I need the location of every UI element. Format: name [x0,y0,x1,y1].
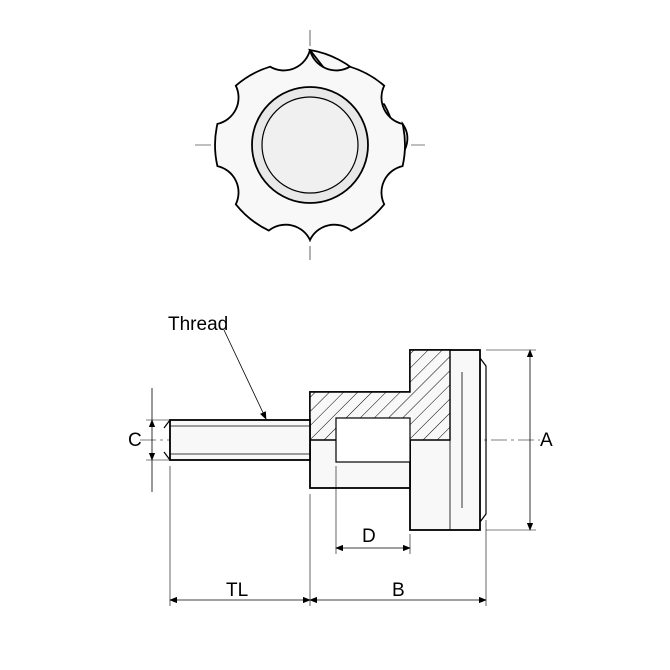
dim-B-label: B [392,580,405,602]
dim-D-label: D [362,526,376,548]
thread-label: Thread [168,314,228,336]
thread-leader [224,330,266,419]
insert-outline [336,418,410,462]
dim-C-label: C [128,430,142,452]
dim-A-label: A [540,430,553,452]
drawing-canvas [0,0,670,670]
inner-face-circle [262,97,358,193]
side-view [140,330,540,606]
dim-TL-label: TL [226,580,248,602]
top-view [195,30,425,260]
